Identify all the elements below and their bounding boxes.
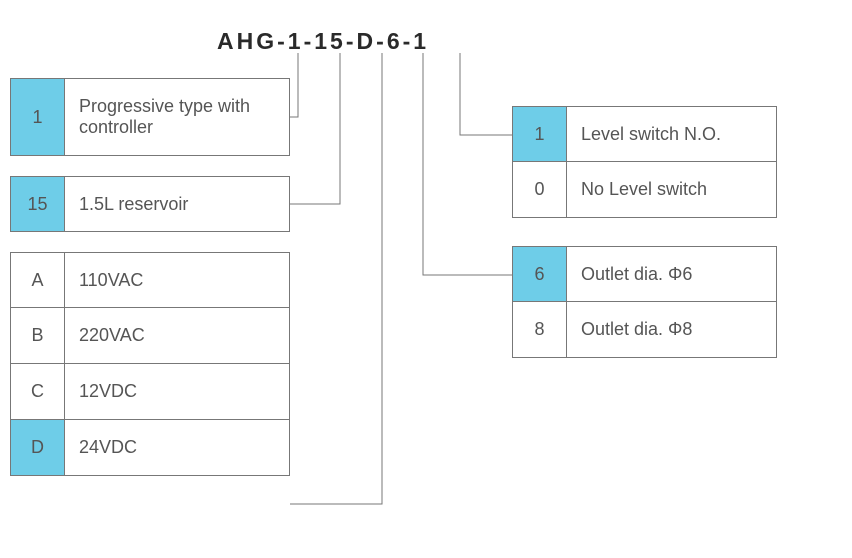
code-label: 1 — [534, 124, 544, 145]
sep: - — [304, 28, 315, 54]
title-seg-2: 15 — [314, 28, 346, 54]
desc-cell: No Level switch — [567, 162, 777, 218]
desc-cell: 24VDC — [65, 420, 290, 476]
connector-path — [290, 53, 340, 204]
title-seg-3: D — [357, 28, 377, 54]
code-label: 1 — [32, 107, 42, 128]
connector-path — [290, 53, 382, 504]
connector-path — [460, 53, 512, 135]
desc-label: Progressive type with controller — [79, 96, 275, 138]
title-seg-5: 1 — [413, 28, 429, 54]
desc-label: 24VDC — [79, 437, 137, 458]
desc-cell: 12VDC — [65, 364, 290, 420]
table-row: 1 Level switch N.O. — [512, 106, 777, 162]
code-label: A — [31, 270, 43, 291]
group-type: 1 Progressive type with controller — [10, 78, 290, 156]
desc-label: Outlet dia. Φ8 — [581, 319, 692, 340]
sep: - — [403, 28, 414, 54]
code-cell: 15 — [10, 176, 65, 232]
code-label: D — [31, 437, 44, 458]
code-cell: A — [10, 252, 65, 308]
code-cell: D — [10, 420, 65, 476]
code-label: 8 — [534, 319, 544, 340]
code-label: B — [31, 325, 43, 346]
sep: - — [376, 28, 387, 54]
desc-label: 220VAC — [79, 325, 145, 346]
code-cell: C — [10, 364, 65, 420]
code-cell: 8 — [512, 302, 567, 358]
code-cell: B — [10, 308, 65, 364]
desc-cell: Outlet dia. Φ6 — [567, 246, 777, 302]
group-voltage: A 110VAC B 220VAC C 12VDC D 24VDC — [10, 252, 290, 476]
connector-path — [423, 53, 512, 275]
sep: - — [277, 28, 288, 54]
title-seg-0: AHG — [217, 28, 277, 54]
group-level-switch: 1 Level switch N.O. 0 No Level switch — [512, 106, 777, 218]
code-label: C — [31, 381, 44, 402]
desc-cell: Outlet dia. Φ8 — [567, 302, 777, 358]
desc-label: 12VDC — [79, 381, 137, 402]
code-label: 15 — [27, 194, 47, 215]
table-row: B 220VAC — [10, 308, 290, 364]
code-label: 6 — [534, 264, 544, 285]
code-cell: 1 — [512, 106, 567, 162]
table-row: 1 Progressive type with controller — [10, 78, 290, 156]
table-row: 0 No Level switch — [512, 162, 777, 218]
group-outlet: 6 Outlet dia. Φ6 8 Outlet dia. Φ8 — [512, 246, 777, 358]
desc-label: Outlet dia. Φ6 — [581, 264, 692, 285]
desc-cell: 1.5L reservoir — [65, 176, 290, 232]
code-label: 0 — [534, 179, 544, 200]
desc-label: Level switch N.O. — [581, 124, 721, 145]
product-code-title: AHG-1-15-D-6-1 — [217, 28, 429, 55]
table-row: 15 1.5L reservoir — [10, 176, 290, 232]
sep: - — [346, 28, 357, 54]
desc-label: 1.5L reservoir — [79, 194, 188, 215]
group-reservoir: 15 1.5L reservoir — [10, 176, 290, 232]
desc-label: 110VAC — [79, 270, 143, 291]
code-cell: 1 — [10, 78, 65, 156]
table-row: C 12VDC — [10, 364, 290, 420]
title-seg-4: 6 — [387, 28, 403, 54]
table-row: A 110VAC — [10, 252, 290, 308]
table-row: D 24VDC — [10, 420, 290, 476]
desc-cell: 220VAC — [65, 308, 290, 364]
title-seg-1: 1 — [288, 28, 304, 54]
connector-path — [290, 53, 298, 117]
table-row: 8 Outlet dia. Φ8 — [512, 302, 777, 358]
table-row: 6 Outlet dia. Φ6 — [512, 246, 777, 302]
desc-cell: Progressive type with controller — [65, 78, 290, 156]
code-cell: 6 — [512, 246, 567, 302]
code-cell: 0 — [512, 162, 567, 218]
desc-cell: Level switch N.O. — [567, 106, 777, 162]
desc-label: No Level switch — [581, 179, 707, 200]
desc-cell: 110VAC — [65, 252, 290, 308]
